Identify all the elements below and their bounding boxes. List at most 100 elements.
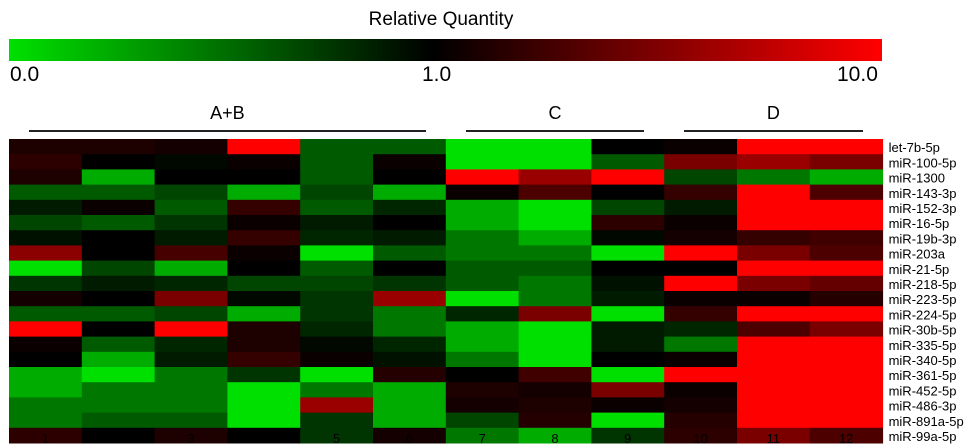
- heatmap-cell: [300, 261, 373, 277]
- column-label: 8: [551, 431, 558, 446]
- heatmap-cell: [664, 230, 737, 246]
- heatmap-cell: [446, 337, 519, 353]
- heatmap-cell: [155, 200, 228, 216]
- heatmap-cell: [591, 185, 664, 201]
- heatmap-cell: [519, 215, 592, 231]
- heatmap-cell: [446, 321, 519, 337]
- heatmap-cell: [227, 367, 300, 383]
- heatmap-cell: [737, 397, 810, 413]
- row-label: miR-1300: [889, 171, 945, 186]
- heatmap-cell: [82, 154, 155, 170]
- heatmap-cell: [227, 397, 300, 413]
- column-label: 3: [187, 431, 194, 446]
- heatmap-cell: [810, 245, 883, 261]
- column-label: 12: [839, 431, 853, 446]
- heatmap-cell: [227, 413, 300, 429]
- heatmap-cell: [82, 413, 155, 429]
- heatmap-cell: [446, 413, 519, 429]
- heatmap-cell: [737, 367, 810, 383]
- heatmap-cell: [737, 352, 810, 368]
- row-label: miR-30b-5p: [889, 323, 957, 338]
- heatmap-cell: [591, 215, 664, 231]
- heatmap-cell: [810, 154, 883, 170]
- row-label: miR-152-3p: [889, 201, 957, 216]
- row-label: miR-143-3p: [889, 186, 957, 201]
- heatmap-cell: [519, 139, 592, 155]
- heatmap-cell: [519, 306, 592, 322]
- heatmap-cell: [446, 306, 519, 322]
- heatmap-cell: [9, 352, 82, 368]
- row-label: miR-486-3p: [889, 399, 957, 414]
- heatmap-cell: [82, 337, 155, 353]
- heatmap-cell: [9, 230, 82, 246]
- heatmap-cell: [810, 261, 883, 277]
- heatmap-cell: [227, 276, 300, 292]
- heatmap-cell: [300, 321, 373, 337]
- heatmap-cell: [446, 382, 519, 398]
- heatmap-cell: [810, 200, 883, 216]
- heatmap-cell: [300, 306, 373, 322]
- heatmap-cell: [9, 321, 82, 337]
- heatmap-cell: [82, 306, 155, 322]
- heatmap-cell: [227, 321, 300, 337]
- heatmap-cell: [300, 230, 373, 246]
- heatmap-cell: [227, 306, 300, 322]
- heatmap-cell: [591, 291, 664, 307]
- heatmap-cell: [810, 185, 883, 201]
- heatmap-cell: [155, 397, 228, 413]
- heatmap-cell: [446, 185, 519, 201]
- heatmap-cell: [810, 306, 883, 322]
- heatmap-cell: [810, 397, 883, 413]
- row-label: miR-891a-5p: [889, 414, 964, 429]
- column-label: 9: [624, 431, 631, 446]
- row-label: let-7b-5p: [889, 140, 940, 155]
- heatmap-cell: [591, 337, 664, 353]
- heatmap-cell: [227, 169, 300, 185]
- heatmap-cell: [82, 397, 155, 413]
- column-label: 6: [406, 431, 413, 446]
- heatmap-cell: [373, 306, 446, 322]
- heatmap-cell: [446, 397, 519, 413]
- heatmap-cell: [664, 367, 737, 383]
- heatmap-cell: [737, 139, 810, 155]
- heatmap-cell: [82, 169, 155, 185]
- heatmap-cell: [519, 154, 592, 170]
- heatmap-cell: [446, 276, 519, 292]
- heatmap-cell: [664, 245, 737, 261]
- heatmap-cell: [82, 200, 155, 216]
- heatmap-cell: [810, 382, 883, 398]
- heatmap-cell: [82, 185, 155, 201]
- row-label: miR-361-5p: [889, 368, 957, 383]
- row-label: miR-223-5p: [889, 292, 957, 307]
- heatmap-cell: [155, 306, 228, 322]
- heatmap-cell: [446, 169, 519, 185]
- heatmap-cell: [664, 337, 737, 353]
- heatmap-cell: [591, 367, 664, 383]
- heatmap-cell: [373, 169, 446, 185]
- heatmap-cell: [373, 245, 446, 261]
- heatmap-cell: [155, 413, 228, 429]
- row-label: miR-100-5p: [889, 155, 957, 170]
- heatmap-cell: [300, 382, 373, 398]
- heatmap-cell: [9, 200, 82, 216]
- heatmap-cell: [373, 185, 446, 201]
- heatmap-cell: [155, 215, 228, 231]
- heatmap-cell: [664, 154, 737, 170]
- heatmap-cell: [373, 321, 446, 337]
- row-label: miR-340-5p: [889, 353, 957, 368]
- heatmap-cell: [737, 291, 810, 307]
- heatmap-cell: [82, 276, 155, 292]
- heatmap-cell: [155, 382, 228, 398]
- heatmap-cell: [227, 337, 300, 353]
- heatmap-cell: [373, 337, 446, 353]
- heatmap-cell: [155, 352, 228, 368]
- heatmap-cell: [373, 215, 446, 231]
- column-label: 10: [693, 431, 707, 446]
- column-label: 4: [260, 431, 267, 446]
- heatmap-cell: [664, 169, 737, 185]
- heatmap-cell: [300, 185, 373, 201]
- heatmap-cell: [519, 185, 592, 201]
- heatmap-cell: [373, 276, 446, 292]
- heatmap-cell: [519, 169, 592, 185]
- heatmap-cell: [155, 276, 228, 292]
